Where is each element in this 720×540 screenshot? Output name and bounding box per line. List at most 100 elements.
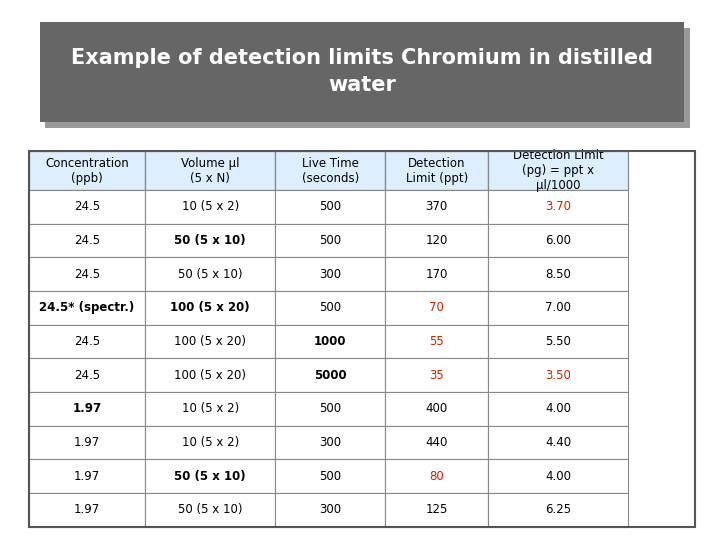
Bar [29, 190, 145, 224]
Text: 400: 400 [426, 402, 448, 415]
Bar [488, 190, 628, 224]
Bar [488, 392, 628, 426]
Text: 3.50: 3.50 [545, 368, 571, 382]
Text: 50 (5 x 10): 50 (5 x 10) [174, 469, 246, 483]
Bar [145, 224, 275, 257]
Text: 5000: 5000 [314, 368, 346, 382]
Bar [385, 190, 488, 224]
Text: 4.00: 4.00 [545, 469, 571, 483]
Text: 10 (5 x 2): 10 (5 x 2) [181, 200, 239, 213]
Text: Concentration
(ppb): Concentration (ppb) [45, 157, 129, 185]
Text: 500: 500 [319, 469, 341, 483]
Text: 24.5: 24.5 [74, 267, 100, 281]
FancyBboxPatch shape [40, 22, 684, 122]
Bar [275, 392, 385, 426]
Text: 300: 300 [319, 267, 341, 281]
Bar [29, 291, 145, 325]
Text: Detection Limit
(pg) = ppt x
μl/1000: Detection Limit (pg) = ppt x μl/1000 [513, 149, 603, 192]
Text: 1000: 1000 [314, 335, 346, 348]
Text: 120: 120 [426, 234, 448, 247]
Text: 500: 500 [319, 200, 341, 213]
Bar [275, 459, 385, 493]
Bar [385, 459, 488, 493]
Text: 1.97: 1.97 [74, 436, 100, 449]
Bar [275, 493, 385, 526]
Text: 5.50: 5.50 [545, 335, 571, 348]
Text: 500: 500 [319, 234, 341, 247]
Text: 500: 500 [319, 301, 341, 314]
Text: 1.97: 1.97 [74, 469, 100, 483]
Bar [29, 459, 145, 493]
Bar [385, 257, 488, 291]
Bar [385, 291, 488, 325]
Bar [29, 325, 145, 358]
Bar [29, 358, 145, 392]
Bar [145, 392, 275, 426]
Text: 50 (5 x 10): 50 (5 x 10) [178, 503, 243, 516]
Text: 100 (5 x 20): 100 (5 x 20) [174, 335, 246, 348]
Bar [488, 257, 628, 291]
Text: Live Time
(seconds): Live Time (seconds) [302, 157, 359, 185]
Text: 70: 70 [429, 301, 444, 314]
Text: 24.5: 24.5 [74, 368, 100, 382]
Text: 7.00: 7.00 [545, 301, 571, 314]
Text: 50 (5 x 10): 50 (5 x 10) [174, 234, 246, 247]
Bar [145, 325, 275, 358]
Bar [275, 257, 385, 291]
Text: 3.70: 3.70 [545, 200, 571, 213]
Text: 8.50: 8.50 [545, 267, 571, 281]
Text: Volume μl
(5 x N): Volume μl (5 x N) [181, 157, 240, 185]
Text: Example of detection limits Chromium in distilled
water: Example of detection limits Chromium in … [71, 49, 653, 94]
Bar [385, 224, 488, 257]
Bar [385, 325, 488, 358]
Text: 80: 80 [429, 469, 444, 483]
Text: 500: 500 [319, 402, 341, 415]
FancyBboxPatch shape [45, 28, 690, 128]
Bar [385, 493, 488, 526]
Text: 24.5: 24.5 [74, 200, 100, 213]
Text: Detection
Limit (ppt): Detection Limit (ppt) [405, 157, 468, 185]
Text: 100 (5 x 20): 100 (5 x 20) [174, 368, 246, 382]
Bar [385, 426, 488, 459]
Bar [488, 325, 628, 358]
Text: 50 (5 x 10): 50 (5 x 10) [178, 267, 243, 281]
Text: 6.00: 6.00 [545, 234, 571, 247]
Bar [488, 151, 628, 190]
Text: 4.00: 4.00 [545, 402, 571, 415]
Bar [145, 291, 275, 325]
Bar [145, 151, 275, 190]
Bar [488, 291, 628, 325]
Text: 440: 440 [426, 436, 448, 449]
Text: 1.97: 1.97 [74, 503, 100, 516]
Text: 100 (5 x 20): 100 (5 x 20) [171, 301, 250, 314]
Text: 10 (5 x 2): 10 (5 x 2) [181, 436, 239, 449]
Text: 370: 370 [426, 200, 448, 213]
Bar [275, 190, 385, 224]
Bar [29, 426, 145, 459]
Bar [145, 257, 275, 291]
Bar [145, 493, 275, 526]
Bar [145, 190, 275, 224]
Text: 24.5: 24.5 [74, 234, 100, 247]
Text: 300: 300 [319, 436, 341, 449]
Bar [29, 392, 145, 426]
Text: 10 (5 x 2): 10 (5 x 2) [181, 402, 239, 415]
Text: 24.5: 24.5 [74, 335, 100, 348]
Bar [275, 224, 385, 257]
Bar [275, 151, 385, 190]
Bar [488, 224, 628, 257]
Bar [145, 358, 275, 392]
Bar [275, 325, 385, 358]
Bar [275, 358, 385, 392]
Text: 6.25: 6.25 [545, 503, 572, 516]
Text: 55: 55 [429, 335, 444, 348]
Bar [29, 151, 695, 526]
Text: 24.5* (spectr.): 24.5* (spectr.) [40, 301, 135, 314]
Bar [275, 291, 385, 325]
Bar [275, 426, 385, 459]
Text: 300: 300 [319, 503, 341, 516]
Text: 35: 35 [429, 368, 444, 382]
Bar [488, 426, 628, 459]
Bar [29, 151, 145, 190]
Bar [29, 257, 145, 291]
